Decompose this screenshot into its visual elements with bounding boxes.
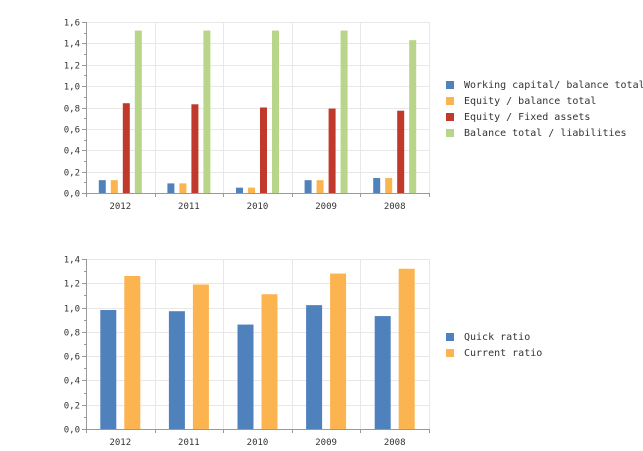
bar-quick-ratio-2010[interactable] — [237, 324, 254, 429]
plot-area — [86, 259, 429, 429]
bar-current-ratio-2010[interactable] — [261, 294, 278, 429]
bar-current-ratio-2012[interactable] — [124, 276, 141, 429]
bar-quick-ratio-2012[interactable] — [100, 310, 117, 429]
y-tick-label: 0,2 — [64, 169, 80, 179]
y-tick-label: 1,2 — [64, 280, 80, 290]
bar-balance-total-liabilities-2010[interactable] — [272, 30, 279, 193]
x-category-label: 2011 — [178, 202, 200, 212]
bar-current-ratio-2009[interactable] — [330, 273, 347, 429]
x-category-label: 2009 — [315, 438, 337, 448]
y-tick-label: 1,4 — [64, 256, 80, 266]
y-tick-label: 1,6 — [64, 19, 80, 29]
bar-balance-total-liabilities-2011[interactable] — [203, 30, 211, 193]
bar-equity-balance-total-2011[interactable] — [179, 183, 187, 193]
bar-working-capital-balance-total-2011[interactable] — [167, 183, 175, 193]
bar-equity-balance-total-2008[interactable] — [385, 178, 393, 193]
bar-quick-ratio-2009[interactable] — [306, 305, 323, 429]
x-category-label: 2009 — [315, 202, 337, 212]
bar-working-capital-balance-total-2010[interactable] — [236, 187, 243, 193]
x-category-label: 2008 — [384, 438, 406, 448]
bar-balance-total-liabilities-2012[interactable] — [134, 30, 142, 193]
x-category-label: 2010 — [247, 438, 269, 448]
legend-swatch — [446, 97, 454, 105]
y-tick-label: 0,6 — [64, 126, 80, 136]
legend-swatch — [446, 113, 454, 121]
y-tick-label: 0,0 — [64, 190, 80, 200]
bar-equity-fixed-assets-2009[interactable] — [328, 108, 336, 193]
legend-label: Current ratio — [464, 348, 542, 359]
y-tick-label: 0,4 — [64, 147, 80, 157]
y-tick-label: 0,0 — [64, 426, 80, 436]
x-category-label: 2012 — [109, 202, 131, 212]
legend-label: Balance total / liabilities — [464, 128, 627, 139]
bar-working-capital-balance-total-2009[interactable] — [304, 180, 312, 193]
bar-equity-fixed-assets-2010[interactable] — [260, 107, 267, 194]
plot-area — [86, 22, 429, 193]
legend-label: Quick ratio — [464, 332, 530, 343]
x-category-label: 2008 — [384, 202, 406, 212]
bar-quick-ratio-2011[interactable] — [168, 311, 185, 429]
bar-balance-total-liabilities-2009[interactable] — [340, 30, 348, 193]
x-category-label: 2011 — [178, 438, 200, 448]
bar-equity-fixed-assets-2011[interactable] — [191, 104, 199, 193]
liquidity-chart-bottom: 0,0 0,2 0,4 0,6 0,8 1,0 1,2 1,4 2012 2011 2010 2009… — [0, 236, 643, 451]
bar-equity-balance-total-2009[interactable] — [316, 180, 324, 193]
ratios-chart-top: 0,0 0,2 0,4 0,6 0,8 1,0 1,2 1,4 1,6 2012 2011 2010 2… — [0, 0, 643, 222]
bar-current-ratio-2011[interactable] — [192, 284, 209, 430]
bar-equity-fixed-assets-2012[interactable] — [122, 103, 130, 193]
bar-quick-ratio-2008[interactable] — [374, 316, 391, 429]
legend-swatch — [446, 349, 454, 357]
y-tick-label: 1,0 — [64, 83, 80, 93]
legend-label: Working capital/ balance total — [464, 80, 643, 91]
y-tick-label: 1,2 — [64, 62, 80, 72]
bar-current-ratio-2008[interactable] — [398, 268, 415, 429]
y-tick-label: 1,0 — [64, 305, 80, 315]
bar-equity-balance-total-2010[interactable] — [248, 187, 255, 193]
y-tick-label: 0,8 — [64, 105, 80, 115]
x-category-label: 2010 — [247, 202, 269, 212]
y-tick-label: 0,4 — [64, 377, 80, 387]
bar-balance-total-liabilities-2008[interactable] — [409, 40, 417, 194]
y-tick-label: 0,6 — [64, 353, 80, 363]
x-category-label: 2012 — [109, 438, 131, 448]
legend-label: Equity / Fixed assets — [464, 112, 590, 123]
liquidity-chart-bottom-svg: 0,0 0,2 0,4 0,6 0,8 1,0 1,2 1,4 2012 2011 2010 2009… — [64, 256, 543, 449]
bar-working-capital-balance-total-2008[interactable] — [373, 178, 381, 193]
legend-swatch — [446, 81, 454, 89]
bar-equity-balance-total-2012[interactable] — [110, 180, 118, 193]
ratios-chart-top-svg: 0,0 0,2 0,4 0,6 0,8 1,0 1,2 1,4 1,6 2012 2011 2010 2… — [64, 19, 643, 213]
legend-swatch — [446, 129, 454, 137]
y-tick-label: 0,8 — [64, 329, 80, 339]
bar-equity-fixed-assets-2008[interactable] — [397, 110, 405, 193]
y-tick-label: 1,4 — [64, 40, 80, 50]
y-tick-label: 0,2 — [64, 402, 80, 412]
legend-label: Equity / balance total — [464, 96, 596, 107]
legend-swatch — [446, 333, 454, 341]
bar-working-capital-balance-total-2012[interactable] — [98, 180, 106, 193]
